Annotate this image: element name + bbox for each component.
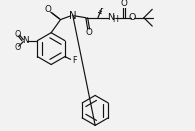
Text: H: H <box>112 15 118 24</box>
Text: N: N <box>107 13 114 22</box>
Text: N: N <box>22 36 28 45</box>
Text: O: O <box>121 0 128 8</box>
Text: O: O <box>14 30 21 39</box>
Text: N: N <box>69 11 76 21</box>
Text: O: O <box>85 28 92 37</box>
Text: F: F <box>72 56 77 65</box>
Text: O: O <box>129 13 136 22</box>
Text: O: O <box>45 5 52 14</box>
Text: O: O <box>14 43 21 52</box>
